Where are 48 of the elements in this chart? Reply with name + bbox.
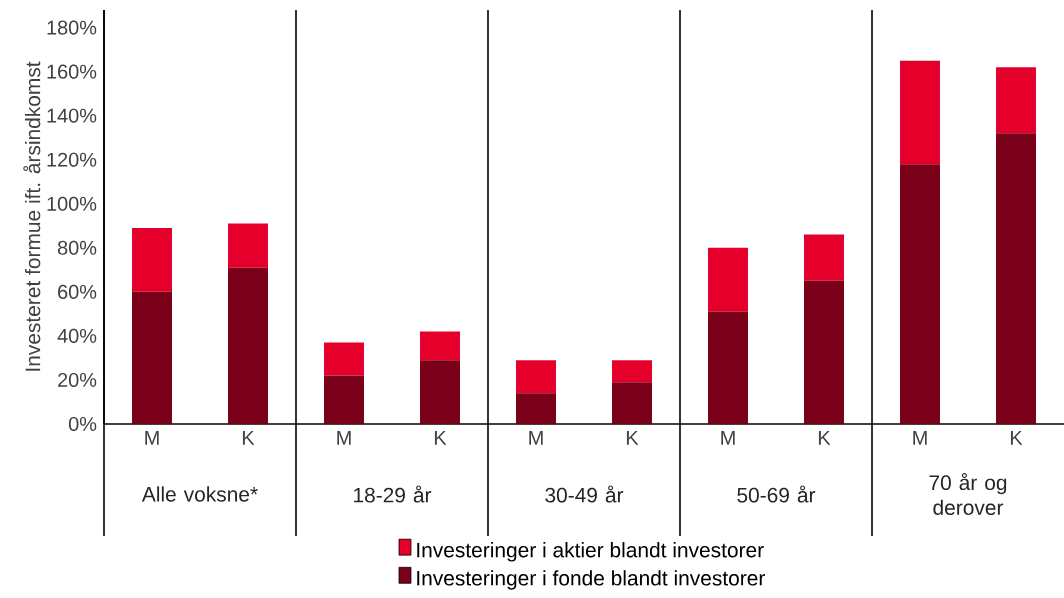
x-tick-label: M: [337, 431, 351, 445]
y-tick-label: 160%: [47, 64, 97, 79]
bar: [804, 234, 845, 281]
x-tick-label: M: [529, 431, 543, 445]
legend-label: Investeringer i aktier blandt investorer: [417, 542, 764, 562]
x-tick-label: K: [242, 431, 255, 445]
bar: [420, 331, 460, 361]
y-axis-title: Investeret formue ift. årsindkomst: [23, 61, 41, 371]
bar: [804, 280, 845, 424]
bar: [132, 291, 172, 424]
text: 70 år og derover: [929, 473, 1007, 515]
bar: [420, 360, 460, 424]
x-tick-label: K: [626, 431, 639, 445]
bar: [708, 311, 748, 424]
bar: [324, 342, 364, 376]
x-tick-label: M: [145, 431, 159, 445]
y-tick-label: 140%: [47, 108, 97, 123]
x-tick-label: M: [913, 431, 927, 445]
bar: [708, 247, 748, 312]
y-tick-label: 120%: [47, 152, 97, 167]
y-tick-label: 40%: [57, 328, 97, 343]
bar: [900, 60, 941, 165]
bar: [996, 67, 1037, 134]
bar: [132, 228, 172, 292]
bar: [996, 133, 1037, 424]
y-tick-label: 180%: [47, 20, 97, 35]
bar: [612, 382, 652, 424]
legend-label: Investeringer i fonde blandt investorer: [417, 570, 765, 590]
text: Alle voksne*: [141, 486, 258, 502]
bar: [900, 164, 941, 424]
bar: [228, 267, 268, 424]
y-tick-label: 80%: [57, 240, 97, 255]
x-tick-label: M: [721, 431, 735, 445]
y-tick-label: 60%: [58, 284, 97, 299]
bar: [516, 393, 556, 424]
bar: [612, 360, 652, 383]
y-tick-label: 100%: [47, 196, 97, 211]
x-tick-label: K: [434, 431, 447, 445]
y-tick-label: 20%: [58, 372, 97, 387]
x-tick-label: K: [818, 431, 831, 445]
bar: [324, 375, 364, 424]
x-tick-label: K: [1010, 431, 1023, 445]
text: 50-69 år: [737, 485, 816, 503]
text: 30-49 år: [545, 485, 624, 503]
y-tick-label: 0%: [68, 416, 97, 432]
bar: [516, 360, 556, 394]
bar: [228, 223, 268, 268]
text: 18-29 år: [354, 485, 432, 503]
